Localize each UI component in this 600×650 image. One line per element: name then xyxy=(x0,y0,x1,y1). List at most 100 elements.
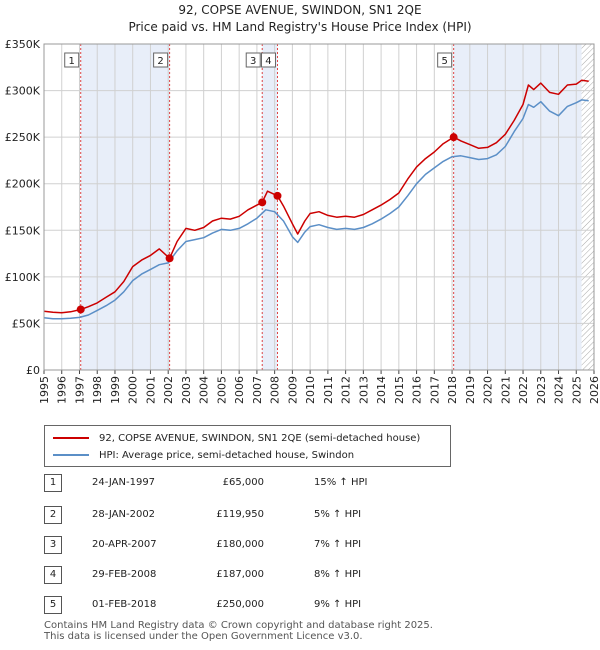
x-tick-label: 2005 xyxy=(215,376,228,404)
shaded-range-2 xyxy=(262,44,278,370)
transaction-date: 20-APR-2007 xyxy=(92,539,157,550)
y-tick-label: £150K xyxy=(5,224,41,237)
x-tick-label: 2003 xyxy=(180,376,193,404)
x-tick-label: 2008 xyxy=(269,376,282,404)
transaction-number: 1 xyxy=(44,474,62,492)
transaction-label-text: 5 xyxy=(441,56,447,67)
x-tick-label: 2025 xyxy=(570,376,583,404)
transaction-label-text: 1 xyxy=(69,56,75,67)
x-tick-label: 2020 xyxy=(482,376,495,404)
x-tick-label: 2017 xyxy=(428,376,441,404)
transaction-hpi-change: 15% ↑ HPI xyxy=(314,477,368,488)
transaction-hpi-change: 9% ↑ HPI xyxy=(314,599,362,610)
sale-point-5 xyxy=(449,133,458,142)
x-tick-label: 2022 xyxy=(517,376,530,404)
transaction-price: £119,950 xyxy=(216,509,264,520)
legend-label-hpi: HPI: Average price, semi-detached house,… xyxy=(99,449,355,461)
transaction-hpi-change: 7% ↑ HPI xyxy=(314,539,362,550)
x-tick-label: 1997 xyxy=(73,376,86,404)
y-tick-label: £300K xyxy=(5,85,41,98)
sale-point-3 xyxy=(258,198,267,207)
legend-label-property: 92, COPSE AVENUE, SWINDON, SN1 2QE (semi… xyxy=(99,432,421,444)
transaction-price: £180,000 xyxy=(216,539,264,550)
chart-title: 92, COPSE AVENUE, SWINDON, SN1 2QE xyxy=(178,3,422,17)
x-tick-label: 1995 xyxy=(38,376,51,404)
footer: Contains HM Land Registry data © Crown c… xyxy=(44,620,433,642)
x-tick-label: 2024 xyxy=(553,376,566,404)
transaction-number: 3 xyxy=(44,536,62,554)
transaction-label-1: 1 xyxy=(64,52,80,68)
plot-border xyxy=(43,43,595,371)
transaction-label-text: 3 xyxy=(250,56,256,67)
transaction-label-4: 4 xyxy=(260,52,276,68)
transaction-date: 01-FEB-2018 xyxy=(92,599,157,610)
x-tick-label: 2018 xyxy=(446,376,459,404)
x-tick-label: 2007 xyxy=(251,376,264,404)
y-tick-label: £250K xyxy=(5,131,41,144)
transaction-label-5: 5 xyxy=(437,52,453,68)
transaction-date: 29-FEB-2008 xyxy=(92,569,157,580)
x-tick-label: 1996 xyxy=(56,376,69,404)
x-tick-label: 2000 xyxy=(127,376,140,404)
transaction-label-box xyxy=(260,52,276,68)
x-tick-label: 2012 xyxy=(340,376,353,404)
transaction-label-box xyxy=(153,52,169,68)
forecast-hatch xyxy=(581,44,594,370)
sale-point-2 xyxy=(165,254,174,263)
legend-item-property: 92, COPSE AVENUE, SWINDON, SN1 2QE (semi… xyxy=(53,430,420,446)
transaction-label-box xyxy=(64,52,80,68)
transaction-price: £250,000 xyxy=(216,599,264,610)
transaction-label-3: 3 xyxy=(245,52,261,68)
y-tick-label: £100K xyxy=(5,271,41,284)
x-tick-label: 1999 xyxy=(109,376,122,404)
transaction-label-box xyxy=(245,52,261,68)
transaction-number: 2 xyxy=(44,506,62,524)
x-tick-label: 2026 xyxy=(588,376,600,404)
transaction-date: 28-JAN-2002 xyxy=(92,509,156,520)
property-price-line xyxy=(43,79,589,314)
x-tick-label: 2015 xyxy=(393,376,406,404)
legend-swatch-hpi xyxy=(53,454,89,456)
transaction-label-2: 2 xyxy=(153,52,169,68)
x-tick-label: 2013 xyxy=(357,376,370,404)
transaction-label-text: 4 xyxy=(265,56,271,67)
x-tick-label: 2009 xyxy=(286,376,299,404)
x-tick-label: 2019 xyxy=(464,376,477,404)
x-tick-label: 2016 xyxy=(411,376,424,404)
footer-license: This data is licensed under the Open Gov… xyxy=(44,631,363,642)
sale-point-1 xyxy=(76,305,85,314)
y-tick-label: £200K xyxy=(5,178,41,191)
x-tick-label: 2002 xyxy=(162,376,175,404)
x-tick-label: 2023 xyxy=(535,376,548,404)
transaction-price: £65,000 xyxy=(222,477,264,488)
shaded-range-1 xyxy=(80,44,170,370)
x-tick-label: 2001 xyxy=(144,376,157,404)
sale-point-4 xyxy=(273,191,282,200)
x-tick-label: 2021 xyxy=(499,376,512,404)
legend-item-hpi: HPI: Average price, semi-detached house,… xyxy=(53,447,354,463)
chart-legend: 92, COPSE AVENUE, SWINDON, SN1 2QE (semi… xyxy=(44,425,451,467)
transaction-price: £187,000 xyxy=(216,569,264,580)
footer-copyright: Contains HM Land Registry data © Crown c… xyxy=(44,620,433,631)
x-tick-label: 2011 xyxy=(322,376,335,404)
x-tick-label: 2006 xyxy=(233,376,246,404)
y-tick-label: £350K xyxy=(5,38,41,51)
hpi-line xyxy=(43,99,589,320)
x-tick-label: 2010 xyxy=(304,376,317,404)
legend-swatch-property xyxy=(53,437,89,439)
y-tick-label: £0 xyxy=(26,364,40,377)
transaction-number: 4 xyxy=(44,566,62,584)
x-tick-label: 2004 xyxy=(198,376,211,404)
x-tick-label: 1998 xyxy=(91,376,104,404)
transaction-date: 24-JAN-1997 xyxy=(92,477,156,488)
shaded-range-3 xyxy=(453,44,582,370)
transaction-hpi-change: 8% ↑ HPI xyxy=(314,569,362,580)
transaction-label-box xyxy=(437,52,453,68)
transaction-label-text: 2 xyxy=(157,56,163,67)
x-tick-label: 2014 xyxy=(375,376,388,404)
y-tick-label: £50K xyxy=(12,317,41,330)
chart-subtitle: Price paid vs. HM Land Registry's House … xyxy=(128,20,472,34)
transaction-number: 5 xyxy=(44,596,62,614)
transaction-hpi-change: 5% ↑ HPI xyxy=(314,509,362,520)
